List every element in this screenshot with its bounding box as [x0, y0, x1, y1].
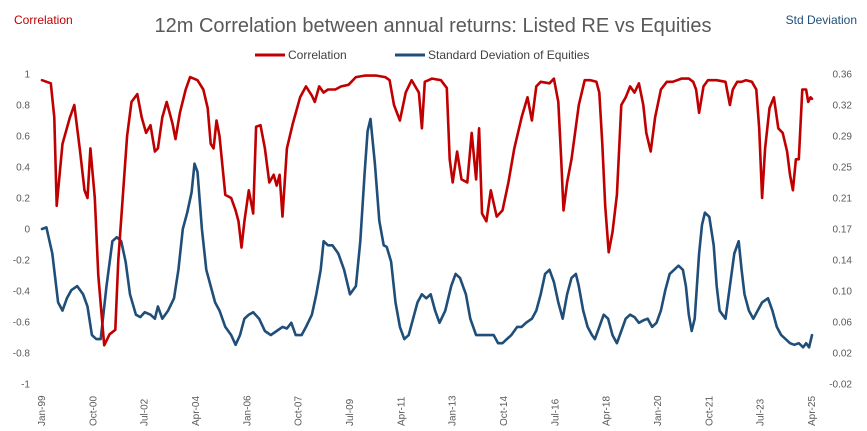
x-tick-label: Jan-13	[448, 395, 459, 426]
right-tick-label: 0.10	[833, 287, 853, 298]
left-tick-label: 0	[24, 225, 30, 236]
left-axis-ticks: 1 0.8 0.6 0.4 0.2 0 -0.2 -0.4 -0.6 -0.8 -1	[13, 70, 31, 391]
x-tick-label: Jul-16	[550, 398, 561, 426]
x-tick-label: Jul-23	[756, 398, 767, 426]
right-axis-label: Std Deviation	[786, 13, 857, 27]
x-axis-ticks: Jan-99 Oct-00 Jul-02 Apr-04 Jan-06 Oct-07 Jul-…	[37, 395, 818, 426]
right-tick-label: -0.02	[829, 380, 852, 391]
right-tick-label: 0.21	[833, 194, 853, 205]
x-tick-label: Jan-06	[242, 395, 253, 426]
left-axis-label: Correlation	[14, 13, 73, 27]
legend-label-correlation: Correlation	[288, 48, 347, 62]
x-tick-label: Oct-00	[88, 396, 99, 426]
left-tick-label: -0.2	[13, 256, 31, 267]
left-tick-label: -0.8	[13, 349, 31, 360]
x-tick-label: Oct-14	[499, 396, 510, 426]
right-axis-ticks: 0.36 0.32 0.29 0.25 0.21 0.17 0.14 0.10 0.06 0.02…	[829, 70, 852, 391]
series-layer	[40, 74, 814, 349]
chart-title: 12m Correlation between annual returns: …	[155, 15, 712, 37]
left-tick-label: -0.6	[13, 318, 31, 329]
x-tick-label: Oct-21	[704, 396, 715, 426]
right-tick-label: 0.17	[833, 225, 853, 236]
legend: Correlation Standard Deviation of Equiti…	[255, 48, 589, 62]
x-tick-label: Apr-18	[602, 396, 613, 426]
right-tick-label: 0.25	[833, 163, 853, 174]
legend-label-std-dev: Standard Deviation of Equities	[428, 48, 589, 62]
x-tick-label: Apr-11	[396, 396, 407, 426]
left-tick-label: 0.6	[16, 132, 30, 143]
x-tick-label: Jan-20	[653, 395, 664, 426]
x-tick-label: Oct-07	[294, 396, 305, 426]
x-tick-label: Jul-02	[140, 398, 151, 426]
right-tick-label: 0.14	[833, 256, 853, 267]
left-tick-label: 0.2	[16, 194, 30, 205]
right-tick-label: 0.36	[833, 70, 853, 81]
x-tick-label: Apr-25	[807, 396, 818, 426]
series-line-correlation	[40, 74, 814, 347]
x-tick-label: Apr-04	[191, 396, 202, 426]
left-tick-label: -1	[21, 380, 30, 391]
x-tick-label: Jan-99	[37, 395, 48, 426]
left-tick-label: -0.4	[13, 287, 31, 298]
series-line-std-dev	[40, 117, 814, 349]
right-tick-label: 0.29	[833, 132, 853, 143]
right-tick-label: 0.02	[833, 349, 853, 360]
left-tick-label: 1	[24, 70, 30, 81]
x-tick-label: Jul-09	[345, 398, 356, 426]
left-tick-label: 0.8	[16, 101, 30, 112]
left-tick-label: 0.4	[16, 163, 30, 174]
right-tick-label: 0.32	[833, 101, 853, 112]
right-tick-label: 0.06	[833, 318, 853, 329]
